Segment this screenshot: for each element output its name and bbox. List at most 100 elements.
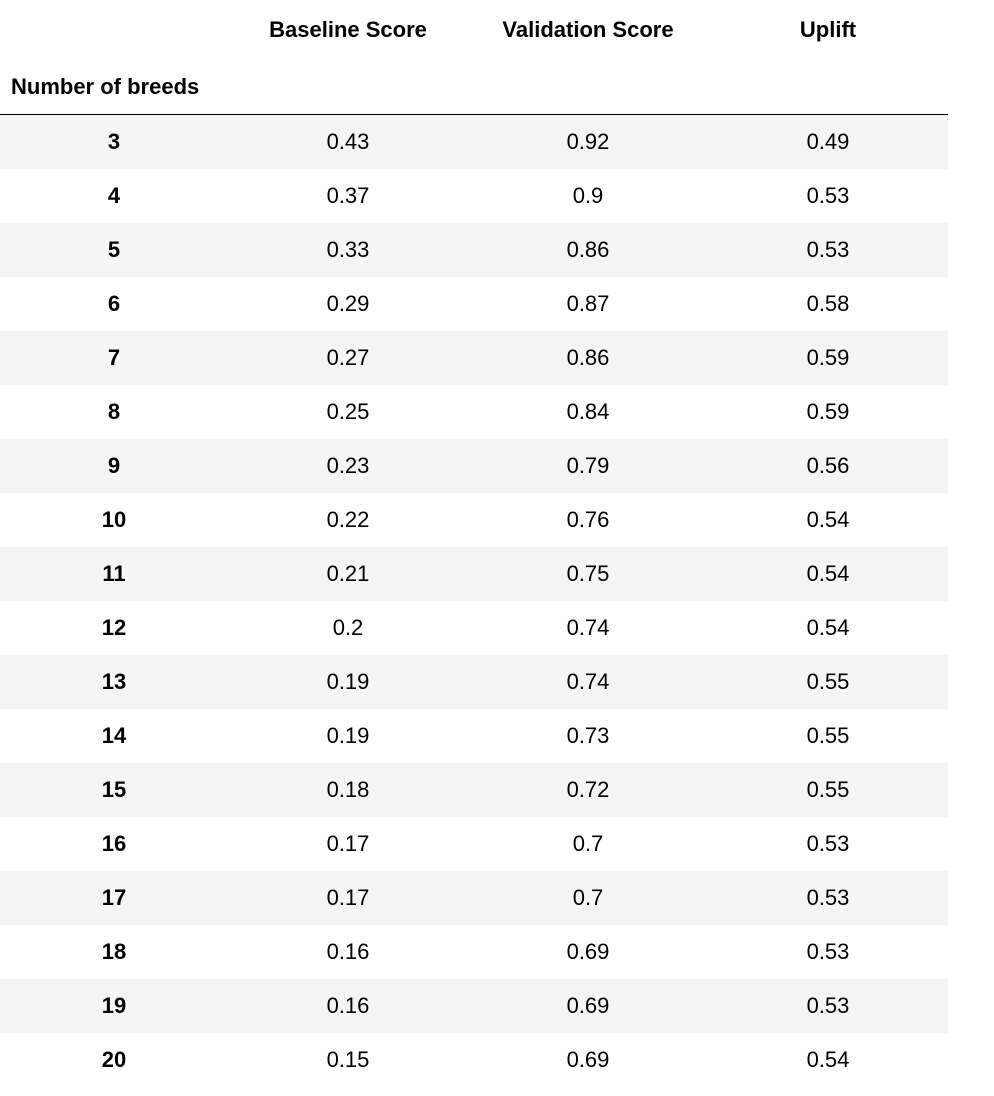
- uplift-cell: 0.49: [806, 128, 850, 154]
- validation-score-cell: 0.84: [566, 398, 610, 424]
- row-index-cell: 3: [107, 128, 121, 154]
- baseline-score-cell: 0.18: [326, 776, 370, 802]
- uplift-cell: 0.54: [806, 506, 850, 532]
- table-row: 4 0.37 0.9 0.53: [0, 169, 948, 223]
- uplift-cell: 0.53: [806, 182, 850, 208]
- row-index-cell: 10: [101, 506, 127, 532]
- baseline-score-cell: 0.2: [332, 614, 364, 640]
- row-index-cell: 17: [101, 884, 127, 910]
- uplift-cell: 0.53: [806, 884, 850, 910]
- column-header-baseline-score: Baseline Score: [269, 17, 427, 42]
- row-index-cell: 14: [101, 722, 127, 748]
- validation-score-cell: 0.86: [566, 236, 610, 262]
- baseline-score-cell: 0.29: [326, 290, 370, 316]
- validation-score-cell: 0.92: [566, 128, 610, 154]
- table-row: 10 0.22 0.76 0.54: [0, 493, 948, 547]
- table-row: 16 0.17 0.7 0.53: [0, 817, 948, 871]
- table-header: Baseline Score Validation Score Uplift N…: [0, 0, 948, 115]
- row-index-cell: 4: [107, 182, 121, 208]
- index-header-row: Number of breeds: [0, 60, 948, 115]
- row-index-cell: 13: [101, 668, 127, 694]
- table-row: 12 0.2 0.74 0.54: [0, 601, 948, 655]
- validation-score-cell: 0.9: [572, 182, 604, 208]
- baseline-score-cell: 0.17: [326, 884, 370, 910]
- row-index-cell: 20: [101, 1046, 127, 1072]
- validation-score-cell: 0.87: [566, 290, 610, 316]
- uplift-cell: 0.54: [806, 560, 850, 586]
- baseline-score-cell: 0.17: [326, 830, 370, 856]
- column-header-row: Baseline Score Validation Score Uplift: [0, 0, 948, 60]
- index-header-blank: [708, 60, 948, 115]
- uplift-cell: 0.58: [806, 290, 850, 316]
- row-index-cell: 6: [107, 290, 121, 316]
- baseline-score-cell: 0.25: [326, 398, 370, 424]
- uplift-cell: 0.59: [806, 398, 850, 424]
- uplift-cell: 0.53: [806, 236, 850, 262]
- baseline-score-cell: 0.19: [326, 722, 370, 748]
- row-index-cell: 12: [101, 614, 127, 640]
- index-header-blank: [228, 60, 468, 115]
- validation-score-cell: 0.75: [566, 560, 610, 586]
- table-row: 13 0.19 0.74 0.55: [0, 654, 948, 709]
- row-index-cell: 16: [101, 830, 127, 856]
- table-row: 15 0.18 0.72 0.55: [0, 762, 948, 817]
- column-header-uplift: Uplift: [799, 17, 857, 42]
- table-row: 3 0.43 0.92 0.49: [0, 114, 948, 169]
- table-row: 18 0.16 0.69 0.53: [0, 925, 948, 979]
- table-row: 17 0.17 0.7 0.53: [0, 870, 948, 925]
- table-row: 7 0.27 0.86 0.59: [0, 330, 948, 385]
- index-header-blank: [468, 60, 708, 115]
- row-index-cell: 5: [107, 236, 121, 262]
- row-index-cell: 18: [101, 938, 127, 964]
- uplift-cell: 0.55: [806, 668, 850, 694]
- baseline-score-cell: 0.19: [326, 668, 370, 694]
- baseline-score-cell: 0.22: [326, 506, 370, 532]
- uplift-cell: 0.54: [806, 614, 850, 640]
- uplift-cell: 0.53: [806, 938, 850, 964]
- baseline-score-cell: 0.37: [326, 182, 370, 208]
- uplift-cell: 0.54: [806, 1046, 850, 1072]
- validation-score-cell: 0.69: [566, 938, 610, 964]
- row-index-cell: 15: [101, 776, 127, 802]
- validation-score-cell: 0.73: [566, 722, 610, 748]
- baseline-score-cell: 0.23: [326, 452, 370, 478]
- baseline-score-cell: 0.43: [326, 128, 370, 154]
- validation-score-cell: 0.7: [572, 884, 604, 910]
- validation-score-cell: 0.7: [572, 830, 604, 856]
- uplift-cell: 0.59: [806, 344, 850, 370]
- row-index-cell: 7: [107, 344, 121, 370]
- row-index-cell: 8: [107, 398, 121, 424]
- table-row: 11 0.21 0.75 0.54: [0, 546, 948, 601]
- table-row: 5 0.33 0.86 0.53: [0, 222, 948, 277]
- validation-score-cell: 0.86: [566, 344, 610, 370]
- row-index-cell: 19: [101, 992, 127, 1018]
- table-row: 6 0.29 0.87 0.58: [0, 277, 948, 331]
- table-body: 3 0.43 0.92 0.49 4 0.37 0.9 0.53 5 0.33 0.86 0.53 6 0…: [0, 114, 948, 1087]
- baseline-score-cell: 0.33: [326, 236, 370, 262]
- validation-score-cell: 0.69: [566, 992, 610, 1018]
- baseline-score-cell: 0.16: [326, 992, 370, 1018]
- table-row: 9 0.23 0.79 0.56: [0, 438, 948, 493]
- uplift-cell: 0.56: [806, 452, 850, 478]
- header-blank-cell: [0, 0, 228, 60]
- baseline-score-cell: 0.16: [326, 938, 370, 964]
- uplift-cell: 0.55: [806, 776, 850, 802]
- validation-score-cell: 0.79: [566, 452, 610, 478]
- table-row: 19 0.16 0.69 0.53: [0, 978, 948, 1033]
- uplift-cell: 0.55: [806, 722, 850, 748]
- validation-score-cell: 0.76: [566, 506, 610, 532]
- row-index-cell: 9: [107, 452, 121, 478]
- table-row: 20 0.15 0.69 0.54: [0, 1033, 948, 1087]
- baseline-score-cell: 0.21: [326, 560, 370, 586]
- column-header-validation-score: Validation Score: [502, 17, 674, 42]
- validation-score-cell: 0.69: [566, 1046, 610, 1072]
- table-row: 14 0.19 0.73 0.55: [0, 709, 948, 763]
- baseline-score-cell: 0.15: [326, 1046, 370, 1072]
- uplift-cell: 0.53: [806, 830, 850, 856]
- index-name-label: Number of breeds: [0, 60, 228, 115]
- validation-score-cell: 0.74: [566, 668, 610, 694]
- row-index-cell: 11: [102, 560, 126, 586]
- validation-score-cell: 0.72: [566, 776, 610, 802]
- baseline-score-cell: 0.27: [326, 344, 370, 370]
- uplift-cell: 0.53: [806, 992, 850, 1018]
